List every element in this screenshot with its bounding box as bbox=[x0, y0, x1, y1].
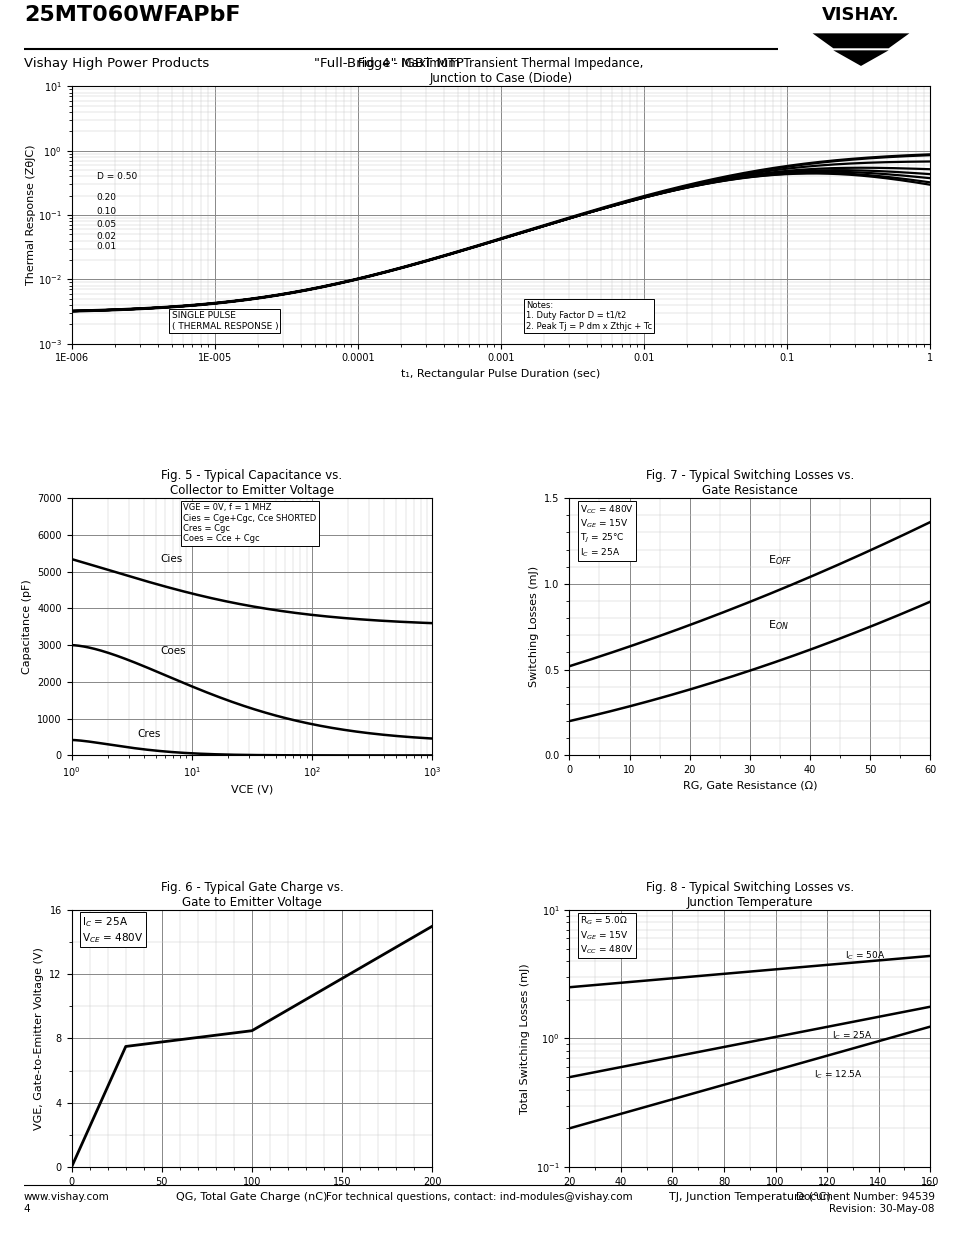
Text: I$_C$ = 25A: I$_C$ = 25A bbox=[831, 1030, 871, 1042]
Title: Fig. 4 - Maximum Transient Thermal Impedance,
Junction to Case (Diode): Fig. 4 - Maximum Transient Thermal Imped… bbox=[357, 57, 643, 85]
Text: V$_{CC}$ = 480V
V$_{GE}$ = 15V
T$_J$ = 25°C
I$_C$ = 25A: V$_{CC}$ = 480V V$_{GE}$ = 15V T$_J$ = 2… bbox=[579, 504, 634, 559]
Text: I$_C$ = 12.5A: I$_C$ = 12.5A bbox=[813, 1070, 862, 1082]
Y-axis label: Total Switching Losses (mJ): Total Switching Losses (mJ) bbox=[519, 963, 530, 1114]
Y-axis label: Thermal Response (ZθJC): Thermal Response (ZθJC) bbox=[27, 144, 36, 285]
Text: For technical questions, contact: ind-modules@vishay.com: For technical questions, contact: ind-mo… bbox=[326, 1192, 632, 1202]
Text: Vishay High Power Products: Vishay High Power Products bbox=[24, 57, 209, 69]
Text: "Full-Bridge" IGBT MTP: "Full-Bridge" IGBT MTP bbox=[314, 57, 463, 69]
Text: www.vishay.com
4: www.vishay.com 4 bbox=[24, 1192, 110, 1214]
Text: Cres: Cres bbox=[137, 729, 160, 739]
Text: VGE = 0V, f = 1 MHZ
Cies = Cge+Cgc, Cce SHORTED
Cres = Cgc
Coes = Cce + Cgc: VGE = 0V, f = 1 MHZ Cies = Cge+Cgc, Cce … bbox=[183, 504, 316, 543]
X-axis label: QG, Total Gate Charge (nC): QG, Total Gate Charge (nC) bbox=[176, 1192, 327, 1203]
Text: D = 0.50: D = 0.50 bbox=[96, 172, 137, 180]
Y-axis label: Switching Losses (mJ): Switching Losses (mJ) bbox=[528, 566, 538, 688]
X-axis label: VCE (V): VCE (V) bbox=[231, 784, 273, 794]
Y-axis label: VGE, Gate-to-Emitter Voltage (V): VGE, Gate-to-Emitter Voltage (V) bbox=[34, 947, 44, 1130]
Polygon shape bbox=[812, 33, 908, 48]
Text: Cies: Cies bbox=[160, 555, 183, 564]
Text: Document Number: 94539
Revision: 30-May-08: Document Number: 94539 Revision: 30-May-… bbox=[795, 1192, 934, 1214]
X-axis label: TJ, Junction Temperature (°C): TJ, Junction Temperature (°C) bbox=[668, 1192, 830, 1203]
Text: (Warp Speed IGBT), 50 A: (Warp Speed IGBT), 50 A bbox=[314, 93, 478, 105]
Text: E$_{OFF}$: E$_{OFF}$ bbox=[767, 553, 791, 567]
Title: Fig. 5 - Typical Capacitance vs.
Collector to Emitter Voltage: Fig. 5 - Typical Capacitance vs. Collect… bbox=[161, 469, 342, 496]
Text: SINGLE PULSE
( THERMAL RESPONSE ): SINGLE PULSE ( THERMAL RESPONSE ) bbox=[172, 311, 278, 331]
Y-axis label: Capacitance (pF): Capacitance (pF) bbox=[22, 579, 31, 674]
Title: Fig. 8 - Typical Switching Losses vs.
Junction Temperature: Fig. 8 - Typical Switching Losses vs. Ju… bbox=[645, 881, 853, 909]
X-axis label: t₁, Rectangular Pulse Duration (sec): t₁, Rectangular Pulse Duration (sec) bbox=[401, 369, 599, 379]
Text: I$_C$ = 25A
V$_{CE}$ = 480V: I$_C$ = 25A V$_{CE}$ = 480V bbox=[82, 915, 144, 945]
Text: 0.10: 0.10 bbox=[96, 206, 117, 216]
Text: 0.20: 0.20 bbox=[96, 194, 116, 203]
X-axis label: RG, Gate Resistance (Ω): RG, Gate Resistance (Ω) bbox=[681, 781, 816, 790]
Text: 0.02: 0.02 bbox=[96, 232, 116, 241]
Title: Fig. 7 - Typical Switching Losses vs.
Gate Resistance: Fig. 7 - Typical Switching Losses vs. Ga… bbox=[645, 469, 853, 496]
Polygon shape bbox=[832, 51, 887, 65]
Text: R$_G$ = 5.0Ω
V$_{GE}$ = 15V
V$_{CC}$ = 480V: R$_G$ = 5.0Ω V$_{GE}$ = 15V V$_{CC}$ = 4… bbox=[579, 915, 634, 956]
Text: Notes:
1. Duty Factor D = t1/t2
2. Peak Tj = P dm x Zthjc + Tc: Notes: 1. Duty Factor D = t1/t2 2. Peak … bbox=[525, 301, 652, 331]
Text: I$_C$ = 50A: I$_C$ = 50A bbox=[844, 950, 884, 962]
Text: Coes: Coes bbox=[160, 646, 186, 656]
Text: 0.01: 0.01 bbox=[96, 242, 117, 251]
Title: Fig. 6 - Typical Gate Charge vs.
Gate to Emitter Voltage: Fig. 6 - Typical Gate Charge vs. Gate to… bbox=[160, 881, 343, 909]
Text: E$_{ON}$: E$_{ON}$ bbox=[767, 618, 788, 632]
Text: 0.05: 0.05 bbox=[96, 220, 117, 228]
Text: 25MT060WFAPbF: 25MT060WFAPbF bbox=[24, 5, 240, 25]
Text: VISHAY.: VISHAY. bbox=[821, 6, 899, 25]
